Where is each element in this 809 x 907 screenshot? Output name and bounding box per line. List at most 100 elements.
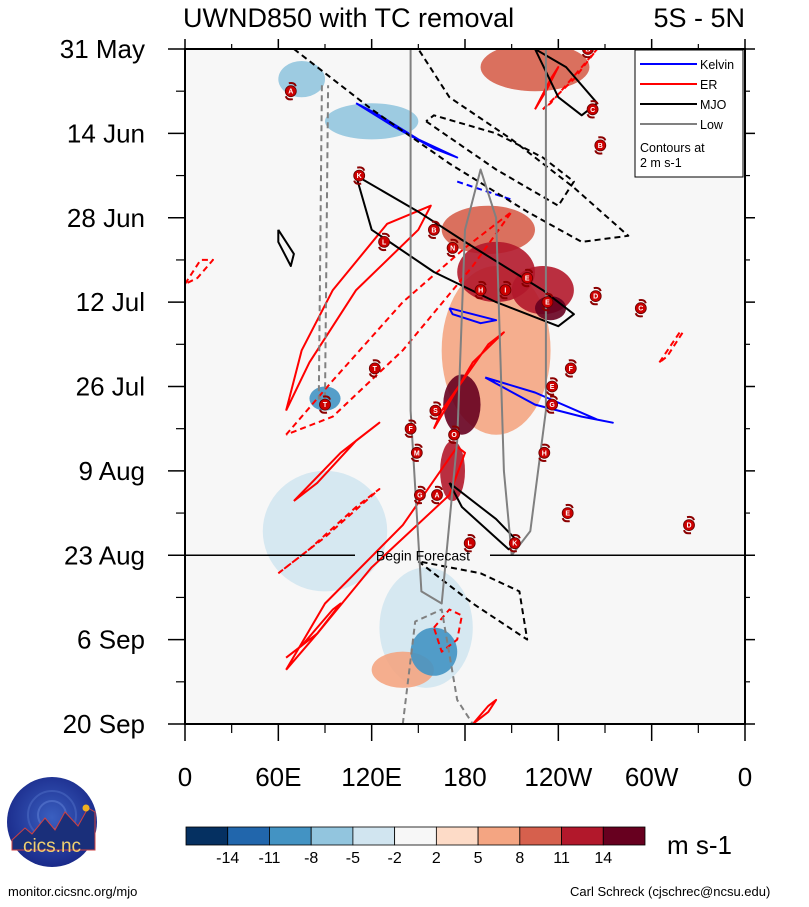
kelvin-contour <box>448 307 498 325</box>
tc-marker-label: T <box>373 366 378 373</box>
colorbar: -14 -11 -8 -5 -2 2 5 8 11 14 <box>185 826 646 867</box>
y-tick-label: 9 Aug <box>78 456 145 486</box>
er-contour <box>185 258 214 285</box>
colorbar-swatch <box>394 826 437 846</box>
tc-marker: K <box>353 166 366 185</box>
tc-marker-dot <box>319 398 331 411</box>
colorbar-swatch <box>602 826 646 846</box>
tc-marker: C <box>586 100 599 119</box>
tc-marker-label: F <box>408 426 413 433</box>
colorbar-swatch <box>310 826 354 846</box>
colorbar-tick-label: -8 <box>304 850 318 867</box>
x-tick-label: 120W <box>524 762 592 792</box>
hurricane-icon <box>319 395 331 414</box>
x-axis: 0 60E 120E 180 120W 60W 0 <box>178 39 752 792</box>
y-tick-label: 20 Sep <box>63 709 145 739</box>
tc-marker: T <box>319 395 331 414</box>
tc-marker: O <box>448 425 461 444</box>
hurricane-icon <box>581 53 591 59</box>
tc-marker: B <box>594 136 607 155</box>
colorbar-swatch <box>269 826 312 846</box>
colorbar-tick-label: 5 <box>474 850 483 867</box>
logo-text: cics.nc <box>23 836 81 857</box>
colorbar-units: m s-1 <box>667 830 732 860</box>
legend-label-er: ER <box>700 78 717 92</box>
colorbar-tick-label: -5 <box>346 850 360 867</box>
tc-marker-label: B <box>585 47 590 54</box>
tc-marker-label: D <box>593 294 598 301</box>
er-contour <box>293 421 381 502</box>
er-contour <box>472 698 498 724</box>
tc-marker-dot <box>582 49 594 55</box>
tc-marker: B <box>581 47 594 59</box>
footer-credit: Carl Schreck (cjschrec@ncsu.edu) <box>570 884 771 899</box>
hurricane-icon <box>594 136 607 155</box>
colorbar-swatch <box>561 826 604 846</box>
tc-marker-label: E <box>525 276 530 283</box>
tc-marker-dot <box>564 362 577 375</box>
tc-marker-dot <box>413 489 426 501</box>
shading-blob <box>440 440 465 502</box>
y-tick-label: 23 Aug <box>64 540 145 570</box>
tc-marker-dot <box>446 241 459 254</box>
tc-marker: M <box>410 443 423 462</box>
legend-note-line2: 2 m s-1 <box>640 156 682 170</box>
hurricane-icon <box>474 280 487 300</box>
x-tick-label: 0 <box>738 762 752 792</box>
hurricane-icon <box>404 419 417 438</box>
er-contour <box>285 602 342 659</box>
tc-marker-label: E <box>565 511 570 518</box>
hurricane-icon <box>586 100 599 119</box>
tc-marker: B <box>427 220 440 239</box>
logo-sun-icon <box>82 804 90 812</box>
tc-marker: G <box>546 395 559 414</box>
hurricane-icon <box>431 485 443 505</box>
tc-marker-label: L <box>468 541 473 548</box>
legend-label-low: Low <box>700 118 724 132</box>
tc-marker-label: G <box>417 493 423 500</box>
tc-marker: K <box>508 534 521 553</box>
shading-blob <box>410 627 458 676</box>
hurricane-icon <box>368 359 381 378</box>
hurricane-icon <box>538 443 551 462</box>
logo-mountains-icon <box>11 807 96 851</box>
colorbar-swatch <box>227 826 270 846</box>
tc-marker-dot <box>404 422 417 435</box>
hurricane-icon <box>561 503 574 523</box>
tc-marker-dot <box>586 103 599 116</box>
tc-marker-label: S <box>433 408 438 415</box>
tc-marker-dot <box>589 290 602 303</box>
tc-marker: G <box>413 485 426 505</box>
y-axis: 31 May 14 Jun 28 Jun 12 Jul 26 Jul 9 Aug 23 Au… <box>60 34 755 739</box>
tc-marker-dot <box>594 139 607 152</box>
tc-marker: C <box>634 299 647 318</box>
colorbar-swatch <box>477 826 521 846</box>
tc-marker: D <box>589 286 602 306</box>
tc-marker-label: M <box>414 450 420 457</box>
mjo-contour <box>425 114 575 207</box>
colorbar-tick-label: 8 <box>515 850 524 867</box>
tc-marker-label: L <box>382 239 387 246</box>
y-tick-label: 26 Jul <box>76 372 145 402</box>
tc-marker: I <box>499 280 512 300</box>
low-contour <box>510 49 547 556</box>
tc-marker-dot <box>427 223 440 236</box>
tc-marker-dot <box>368 362 381 375</box>
colorbar-tick-label: 11 <box>553 850 570 867</box>
tc-marker-dot <box>538 446 551 459</box>
colorbar-tick-label: -11 <box>258 850 280 867</box>
tc-marker-label: O <box>451 432 457 439</box>
legend-box <box>634 49 744 178</box>
tc-marker-dot <box>463 537 476 550</box>
hurricane-icon <box>413 485 426 505</box>
tc-marker: E <box>541 292 554 312</box>
er-contour <box>658 331 684 364</box>
tc-marker-dot <box>284 85 297 98</box>
tc-marker: A <box>431 485 443 505</box>
hurricane-icon <box>410 443 423 462</box>
tc-marker: S <box>429 401 442 420</box>
tc-marker-dot <box>378 235 391 248</box>
tc-marker-label: D <box>686 523 691 530</box>
x-tick-label: 180 <box>443 762 486 792</box>
